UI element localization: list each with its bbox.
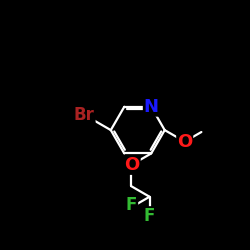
Text: F: F	[144, 207, 155, 225]
Text: Br: Br	[74, 106, 95, 124]
Text: O: O	[177, 133, 192, 151]
Text: N: N	[144, 98, 159, 116]
Text: F: F	[126, 196, 137, 214]
Text: O: O	[124, 156, 140, 174]
